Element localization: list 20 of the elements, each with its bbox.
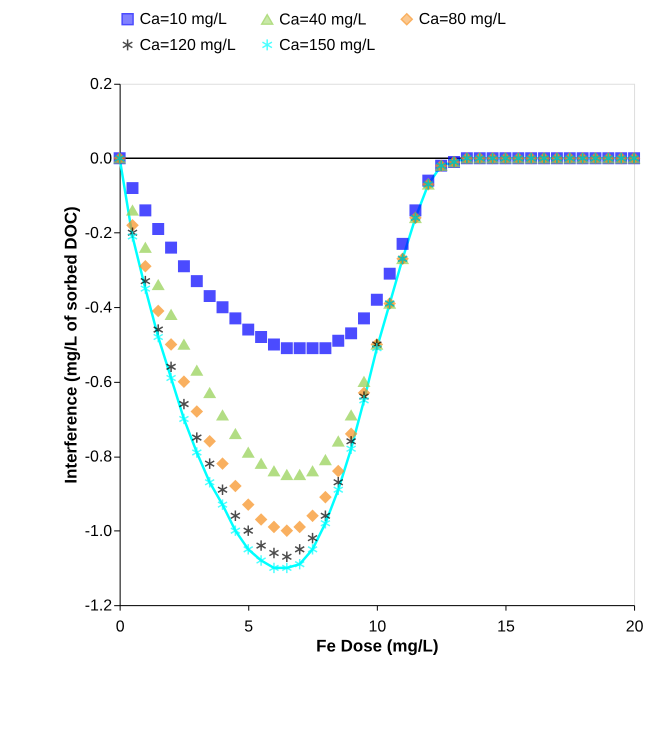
legend-label: Ca=10 mg/L [140, 11, 227, 28]
y-tick-label: -0.4 [84, 300, 112, 317]
y-tick-label: -1.0 [84, 523, 112, 540]
y-tick-label: -1.2 [84, 598, 112, 615]
y-tick-label: 0.0 [90, 150, 112, 168]
y-tick-label: -0.6 [84, 374, 112, 392]
y-tick-label: -0.8 [84, 448, 112, 466]
x-tick-label: 0 [116, 618, 125, 636]
y-axis-title: Interference (mg/L of sorbed DOC) [62, 206, 81, 484]
legend-label: Ca=120 mg/L [140, 36, 236, 54]
x-tick-label: 20 [626, 618, 644, 636]
x-tick-label: 10 [368, 618, 386, 636]
x-tick-label: 15 [497, 618, 515, 636]
legend-label: Ca=80 mg/L [418, 11, 506, 28]
x-axis-title: Fe Dose (mg/L) [316, 636, 439, 656]
y-tick-label: 0.2 [90, 76, 112, 94]
legend-label: Ca=40 mg/L [279, 11, 367, 28]
legend-label: Ca=150 mg/L [279, 36, 376, 54]
y-tick-label: -0.2 [84, 225, 112, 242]
x-tick-label: 5 [244, 618, 254, 636]
